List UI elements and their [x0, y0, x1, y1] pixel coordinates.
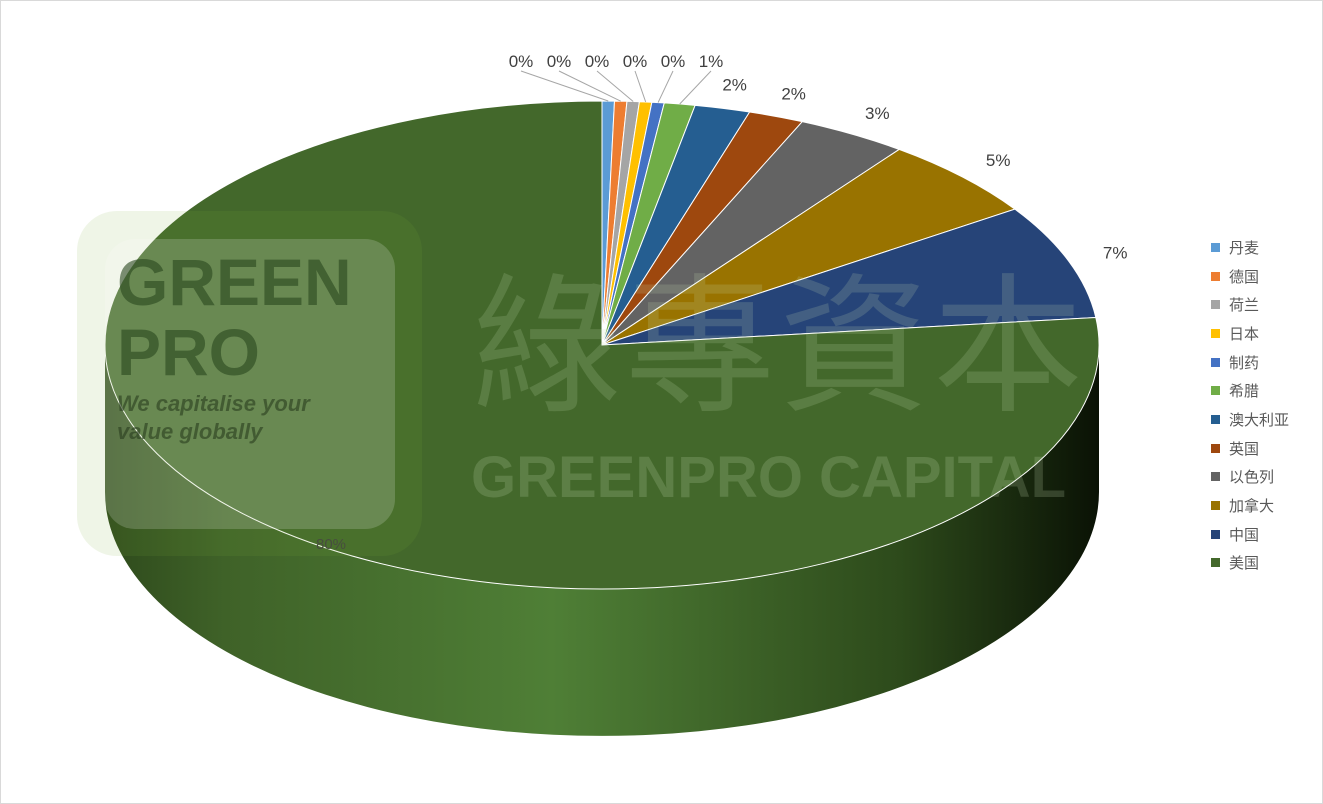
legend-swatch	[1211, 386, 1220, 396]
data-label-6: 2%	[722, 76, 747, 95]
leader-line-1	[558, 70, 621, 102]
data-label-2: 0%	[585, 52, 610, 71]
legend-label: 日本	[1229, 324, 1260, 343]
legend-item: 澳大利亚	[1211, 405, 1289, 434]
data-label-3: 0%	[623, 52, 648, 71]
legend-label: 英国	[1229, 439, 1260, 458]
data-label-1: 0%	[547, 52, 572, 71]
legend-label: 美国	[1229, 554, 1260, 573]
data-label-9: 5%	[986, 151, 1011, 170]
legend-swatch	[1211, 558, 1220, 568]
pie-side-wall	[105, 345, 1099, 736]
legend-swatch	[1211, 472, 1220, 482]
pie-slice-9[interactable]	[601, 148, 1016, 346]
legend-swatch	[1211, 529, 1220, 539]
legend-label: 中国	[1229, 525, 1260, 544]
legend-swatch	[1211, 300, 1220, 310]
legend-label: 希腊	[1229, 382, 1260, 401]
legend-swatch	[1211, 271, 1220, 281]
legend-label: 德国	[1229, 267, 1260, 286]
legend-item: 英国	[1211, 434, 1289, 463]
leader-line-2	[596, 70, 634, 102]
data-label-4: 0%	[661, 52, 686, 71]
leader-line-4	[657, 70, 674, 103]
legend-item: 以色列	[1211, 463, 1289, 492]
legend-label: 制药	[1229, 353, 1260, 372]
leader-line-3	[634, 70, 647, 103]
legend-item: 日本	[1211, 319, 1289, 348]
legend-swatch	[1211, 443, 1220, 453]
data-label-7: 2%	[781, 85, 806, 104]
legend-swatch	[1211, 357, 1220, 367]
legend-swatch	[1211, 414, 1220, 424]
legend-swatch	[1211, 242, 1220, 252]
legend-item: 加拿大	[1211, 491, 1289, 520]
legend-item: 荷兰	[1211, 290, 1289, 319]
legend-label: 丹麦	[1229, 238, 1260, 257]
legend-item: 德国	[1211, 262, 1289, 291]
legend-item: 希腊	[1211, 376, 1289, 405]
legend-item: 丹麦	[1211, 233, 1289, 262]
leader-line-5	[679, 70, 712, 105]
pie-slice-10[interactable]	[601, 208, 1097, 346]
legend-label: 加拿大	[1229, 497, 1275, 516]
data-label-5: 1%	[699, 52, 724, 71]
pie-slice-11[interactable]	[104, 100, 1100, 590]
legend-item: 中国	[1211, 520, 1289, 549]
legend-swatch	[1211, 501, 1220, 511]
leader-line-0	[520, 70, 609, 102]
legend-label: 以色列	[1229, 468, 1275, 487]
data-label-8: 3%	[865, 104, 890, 123]
legend: 丹麦德国荷兰日本制药希腊澳大利亚英国以色列加拿大中国美国	[1211, 233, 1289, 577]
legend-swatch	[1211, 328, 1220, 338]
legend-item: 美国	[1211, 549, 1289, 578]
legend-label: 澳大利亚	[1229, 410, 1290, 429]
legend-label: 荷兰	[1229, 296, 1260, 315]
legend-item: 制药	[1211, 348, 1289, 377]
data-label-11: 80%	[316, 536, 346, 553]
data-label-10: 7%	[1103, 243, 1128, 262]
data-label-0: 0%	[509, 52, 534, 71]
